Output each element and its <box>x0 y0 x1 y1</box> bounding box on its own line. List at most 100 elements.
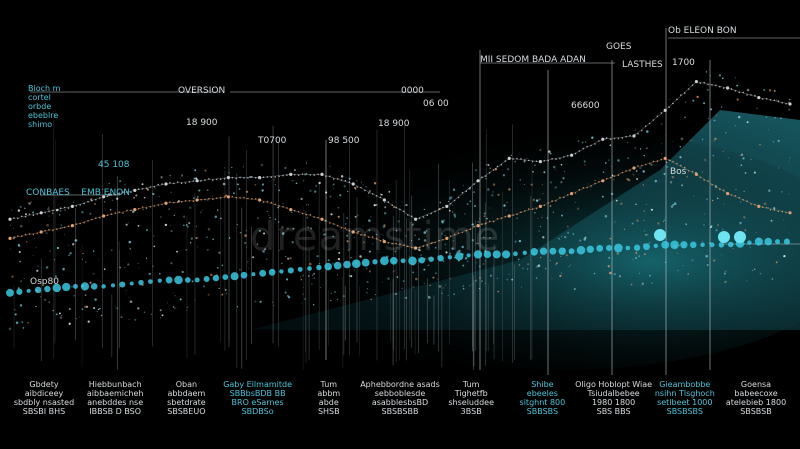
noise-dot <box>394 293 397 296</box>
noise-dot <box>168 208 170 210</box>
series-fine-dot <box>278 175 280 178</box>
noise-dot <box>401 201 403 203</box>
series-fine-dot <box>602 180 604 183</box>
noise-dot <box>692 99 695 102</box>
noise-dot <box>520 286 522 288</box>
noise-dot <box>256 243 259 245</box>
noise-dot <box>384 212 387 215</box>
noise-dot <box>587 183 589 185</box>
bottom-label: Tum abbm abde SHSB <box>317 380 341 416</box>
label-left-block: Bioch m cortel orbde ebeblre shimo <box>28 84 61 129</box>
noise-dot <box>723 203 725 205</box>
noise-dot <box>330 213 333 216</box>
series-point <box>34 286 42 294</box>
series-point <box>408 256 417 266</box>
noise-dot <box>584 164 586 166</box>
noise-dot <box>11 275 14 278</box>
noise-dot <box>774 117 776 119</box>
noise-dot <box>517 258 520 261</box>
noise-dot <box>642 184 644 186</box>
series-fine-dot <box>219 197 222 199</box>
series-fine-dot <box>750 203 752 205</box>
noise-dot <box>534 164 536 166</box>
noise-dot <box>186 309 188 311</box>
glow-haze <box>260 130 800 370</box>
noise-dot <box>311 283 313 285</box>
noise-dot <box>432 276 435 279</box>
noise-dot <box>420 246 422 248</box>
noise-dot <box>565 254 568 257</box>
noise-dot <box>727 157 729 159</box>
series-fine-dot <box>469 186 472 189</box>
series-fine-dot <box>59 207 62 209</box>
series-point <box>226 195 230 199</box>
noise-dot <box>92 272 95 275</box>
noise-dot <box>347 190 349 193</box>
noise-dot <box>646 233 649 236</box>
noise-dot <box>419 254 422 257</box>
noise-dot <box>278 189 281 192</box>
series-fine-dot <box>56 228 58 231</box>
bottom-label: Aphebbordne asads sebboblesde asabblesbs… <box>360 380 440 416</box>
series-fine-dot <box>368 192 370 194</box>
noise-dot <box>329 195 332 198</box>
series-point <box>502 250 511 259</box>
noise-dot <box>620 202 623 205</box>
series-fine-dot <box>691 170 694 173</box>
series-layer <box>6 80 792 297</box>
noise-dot <box>740 153 744 156</box>
noise-dot <box>740 201 741 203</box>
noise-dot <box>292 180 294 182</box>
noise-dot <box>742 157 745 160</box>
noise-dot <box>768 89 772 92</box>
noise-dot <box>177 200 180 203</box>
noise-dot <box>508 273 510 275</box>
series-point <box>549 247 557 255</box>
noise-dot <box>226 293 228 295</box>
series-fine-dot <box>130 191 132 193</box>
noise-dot <box>560 255 562 258</box>
series-fine-dot <box>325 175 327 178</box>
series-fine-dot <box>761 98 764 100</box>
noise-dot <box>224 167 226 169</box>
series-fine-dot <box>566 194 569 196</box>
noise-dot <box>354 215 357 218</box>
noise-dot <box>709 74 712 77</box>
series-fine-dot <box>551 158 553 160</box>
noise-dot <box>135 194 138 197</box>
noise-dot <box>216 209 219 211</box>
noise-dot <box>281 225 284 229</box>
noise-dot <box>150 313 153 315</box>
series-fine-dot <box>418 246 421 249</box>
noise-dot <box>274 172 276 174</box>
noise-dot <box>201 209 203 211</box>
noise-dot <box>732 247 735 250</box>
series-fine-dot <box>719 85 721 88</box>
series-point <box>279 269 284 274</box>
series-point <box>351 259 361 269</box>
series-fine-dot <box>20 215 23 218</box>
noise-dot <box>307 204 310 206</box>
noise-dot <box>273 178 276 181</box>
noise-dot <box>228 172 230 174</box>
series-fine-dot <box>602 138 604 141</box>
noise-dot <box>611 174 614 177</box>
series-fine-dot <box>235 196 237 199</box>
noise-dot <box>462 264 465 267</box>
series-point <box>596 244 604 252</box>
noise-dot <box>261 183 265 186</box>
series-fine-dot <box>126 191 128 193</box>
noise-dot <box>345 229 348 231</box>
noise-dot <box>617 159 620 162</box>
noise-dot <box>384 206 387 209</box>
series-fine-dot <box>348 181 351 183</box>
noise-dot <box>604 162 607 164</box>
noise-dot <box>194 169 197 172</box>
series-fine-dot <box>609 176 612 179</box>
series-fine-dot <box>317 216 319 219</box>
noise-dot <box>756 107 758 110</box>
noise-dot <box>169 174 171 177</box>
noise-dot <box>329 165 331 167</box>
noise-dot <box>46 232 48 234</box>
noise-dot <box>282 203 284 205</box>
